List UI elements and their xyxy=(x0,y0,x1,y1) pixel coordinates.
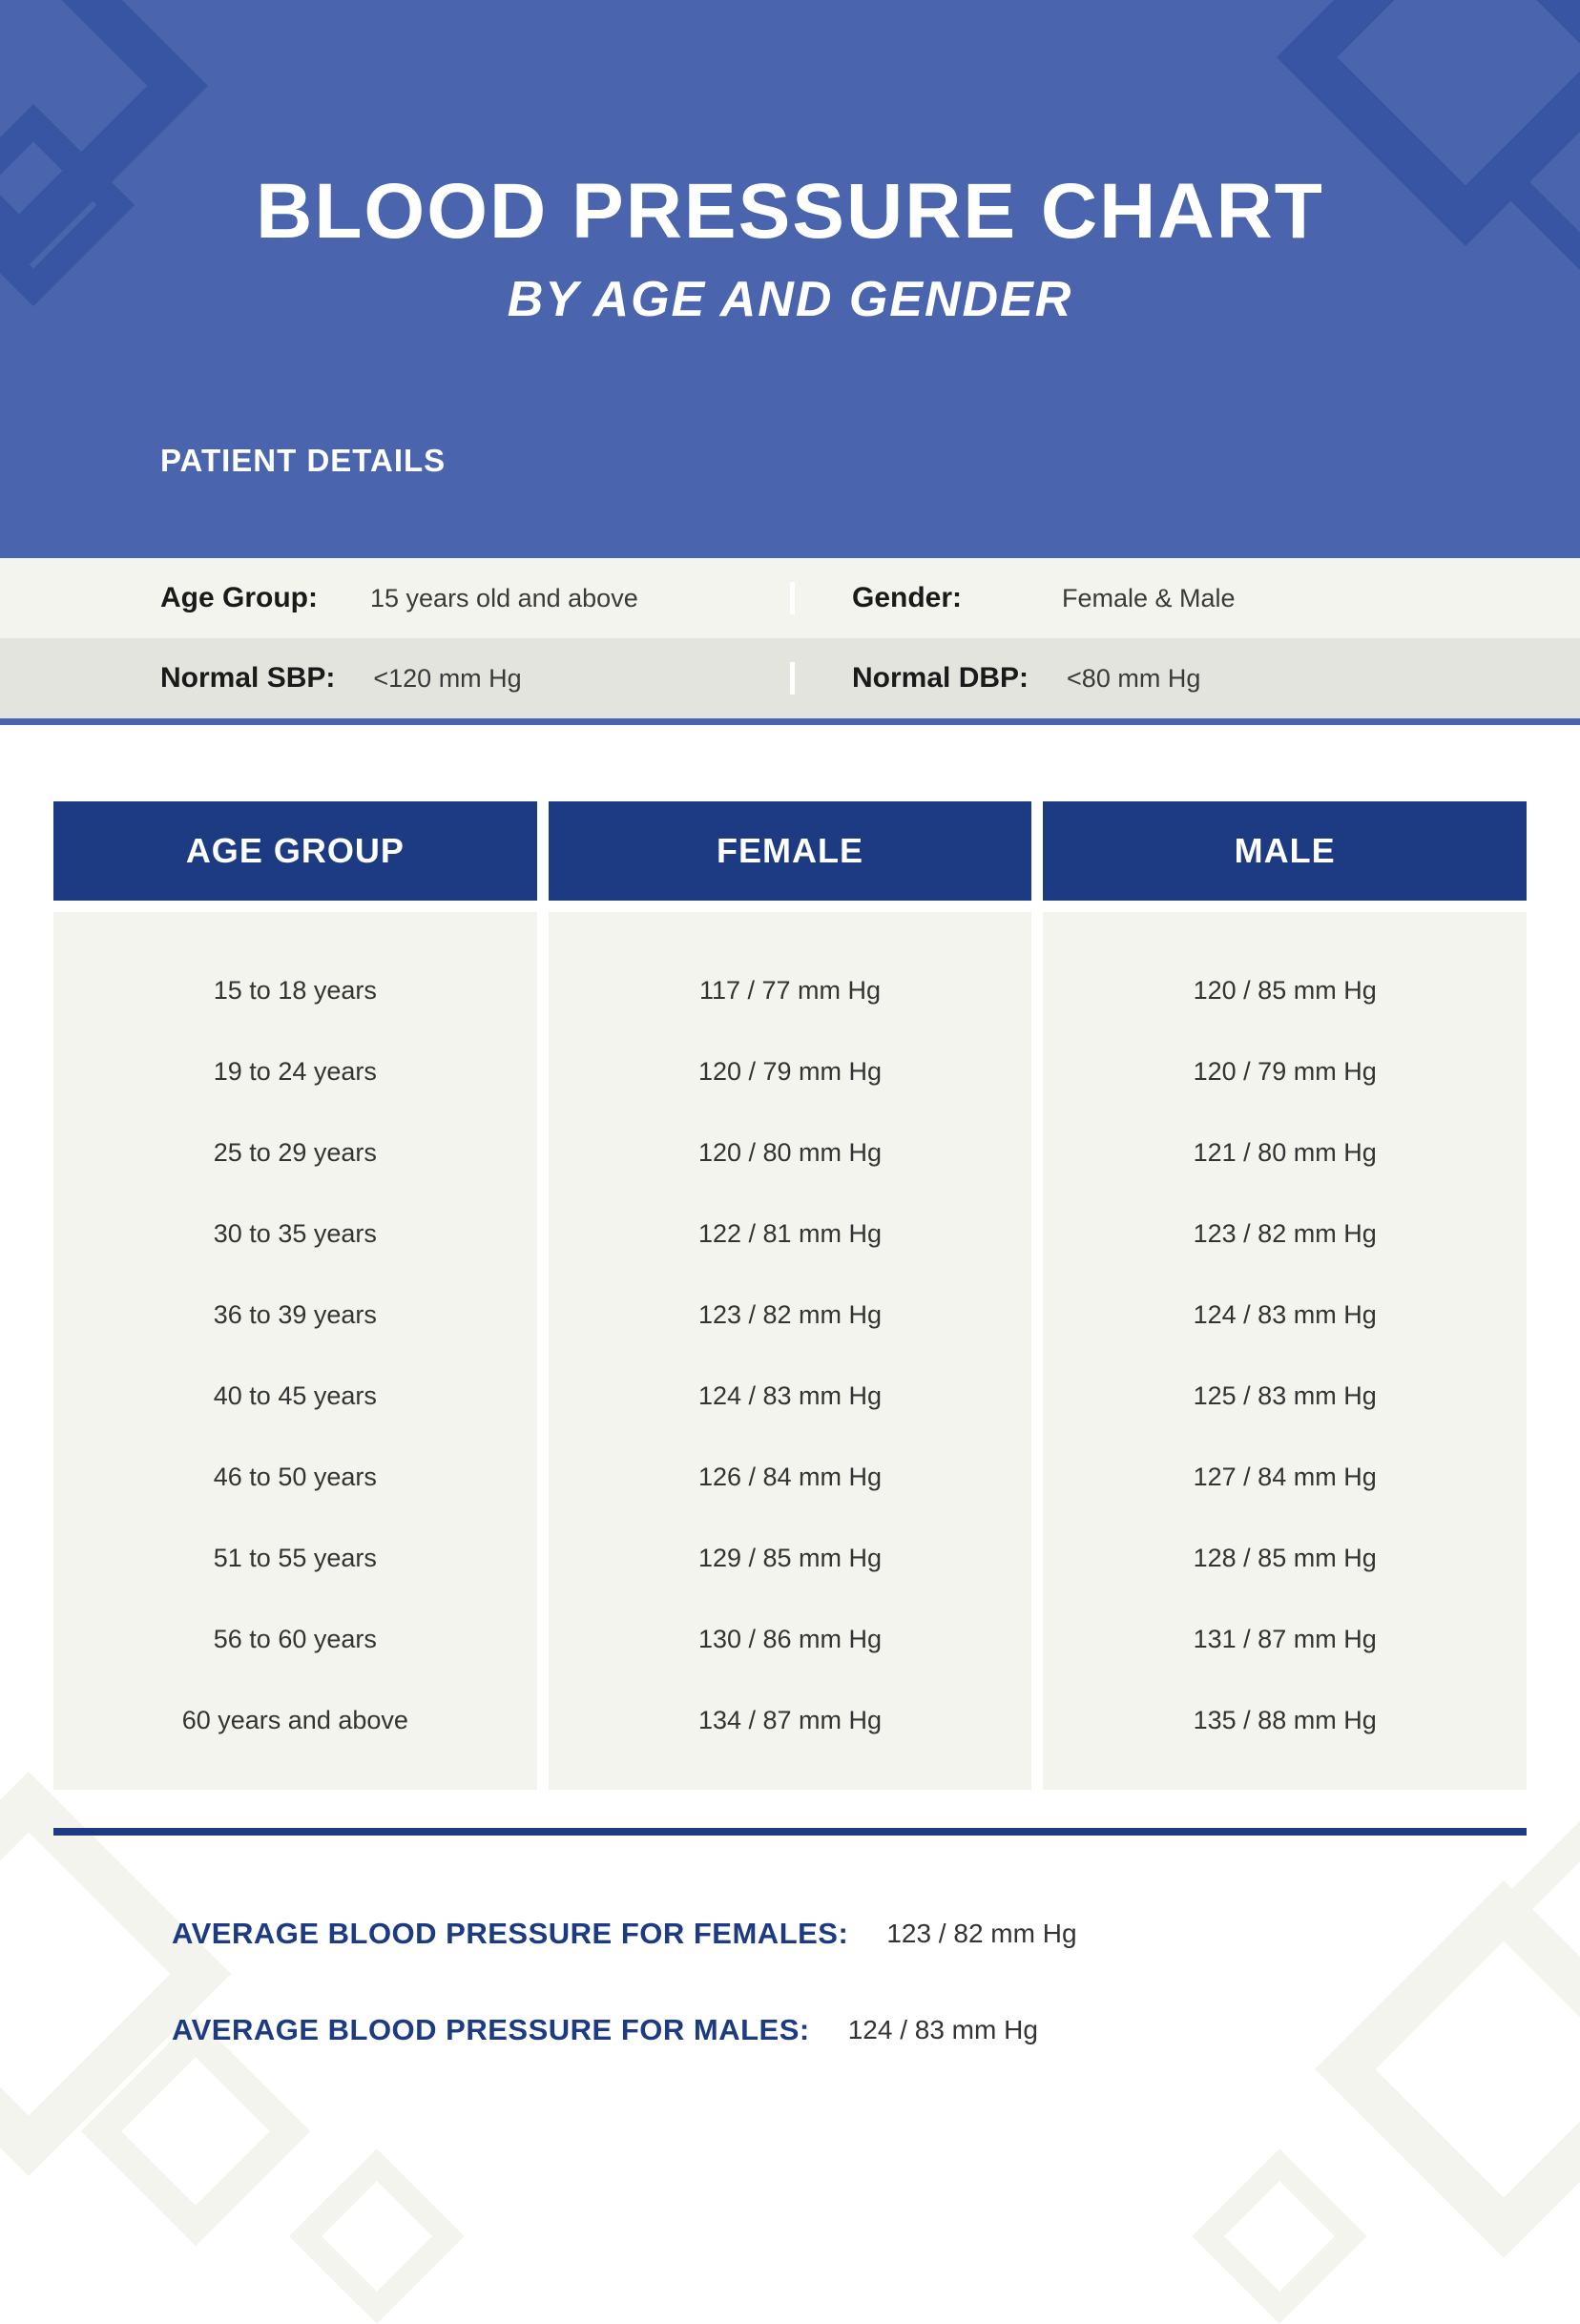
detail-cell: Normal DBP: <80 mm Hg xyxy=(790,662,1580,695)
detail-cell: Normal SBP: <120 mm Hg xyxy=(0,662,790,695)
table-cell: 117 / 77 mm Hg xyxy=(549,950,1032,1031)
table-cell: 19 to 24 years xyxy=(53,1031,537,1112)
col-header-age: AGE GROUP xyxy=(53,801,537,901)
avg-male-value: 124 / 83 mm Hg xyxy=(848,2015,1038,2045)
sbp-value: <120 mm Hg xyxy=(373,664,521,694)
average-row: AVERAGE BLOOD PRESSURE FOR FEMALES: 123 … xyxy=(172,1917,1408,1951)
page-title: BLOOD PRESSURE CHART xyxy=(0,167,1580,257)
table-cell: 40 to 45 years xyxy=(53,1356,537,1437)
table-cell: 56 to 60 years xyxy=(53,1599,537,1680)
gender-label: Gender: xyxy=(852,582,1024,614)
dbp-label: Normal DBP: xyxy=(852,662,1029,695)
avg-male-label: AVERAGE BLOOD PRESSURE FOR MALES: xyxy=(172,2013,810,2047)
table-column-male: 120 / 85 mm Hg 120 / 79 mm Hg 121 / 80 m… xyxy=(1043,912,1527,1790)
table-column-age: 15 to 18 years 19 to 24 years 25 to 29 y… xyxy=(53,912,537,1790)
averages-section: AVERAGE BLOOD PRESSURE FOR FEMALES: 123 … xyxy=(0,1836,1580,2047)
bp-table-section: AGE GROUP FEMALE MALE 15 to 18 years 19 … xyxy=(0,725,1580,1836)
table-cell: 15 to 18 years xyxy=(53,950,537,1031)
table-body: 15 to 18 years 19 to 24 years 25 to 29 y… xyxy=(53,912,1527,1836)
decoration-diamond xyxy=(1192,2148,1367,2324)
decoration-diamond xyxy=(81,2017,310,2246)
patient-details-label: PATIENT DETAILS xyxy=(160,443,1580,479)
gender-value: Female & Male xyxy=(1062,584,1236,613)
detail-cell: Age Group: 15 years old and above xyxy=(0,582,790,614)
table-cell: 129 / 85 mm Hg xyxy=(549,1518,1032,1599)
table-cell: 60 years and above xyxy=(53,1680,537,1761)
table-cell: 135 / 88 mm Hg xyxy=(1043,1680,1527,1761)
decoration-diamond xyxy=(289,2148,465,2324)
average-row: AVERAGE BLOOD PRESSURE FOR MALES: 124 / … xyxy=(172,2013,1408,2047)
table-cell: 126 / 84 mm Hg xyxy=(549,1437,1032,1518)
table-cell: 30 to 35 years xyxy=(53,1193,537,1275)
table-cell: 120 / 80 mm Hg xyxy=(549,1112,1032,1193)
table-cell: 127 / 84 mm Hg xyxy=(1043,1437,1527,1518)
col-header-female: FEMALE xyxy=(549,801,1032,901)
table-cell: 125 / 83 mm Hg xyxy=(1043,1356,1527,1437)
table-cell: 25 to 29 years xyxy=(53,1112,537,1193)
table-cell: 122 / 81 mm Hg xyxy=(549,1193,1032,1275)
detail-row: Normal SBP: <120 mm Hg Normal DBP: <80 m… xyxy=(0,638,1580,718)
table-cell: 120 / 79 mm Hg xyxy=(1043,1031,1527,1112)
patient-details-section: Age Group: 15 years old and above Gender… xyxy=(0,558,1580,725)
table-cell: 131 / 87 mm Hg xyxy=(1043,1599,1527,1680)
table-cell: 120 / 79 mm Hg xyxy=(549,1031,1032,1112)
table-cell: 128 / 85 mm Hg xyxy=(1043,1518,1527,1599)
table-cell: 51 to 55 years xyxy=(53,1518,537,1599)
detail-row: Age Group: 15 years old and above Gender… xyxy=(0,558,1580,638)
col-header-male: MALE xyxy=(1043,801,1527,901)
table-header-row: AGE GROUP FEMALE MALE xyxy=(53,801,1527,901)
table-column-female: 117 / 77 mm Hg 120 / 79 mm Hg 120 / 80 m… xyxy=(549,912,1032,1790)
table-cell: 134 / 87 mm Hg xyxy=(549,1680,1032,1761)
age-group-label: Age Group: xyxy=(160,582,332,614)
dbp-value: <80 mm Hg xyxy=(1067,664,1200,694)
table-cell: 123 / 82 mm Hg xyxy=(1043,1193,1527,1275)
table-cell: 124 / 83 mm Hg xyxy=(549,1356,1032,1437)
table-cell: 124 / 83 mm Hg xyxy=(1043,1275,1527,1356)
table-cell: 120 / 85 mm Hg xyxy=(1043,950,1527,1031)
table-cell: 121 / 80 mm Hg xyxy=(1043,1112,1527,1193)
age-group-value: 15 years old and above xyxy=(370,584,638,613)
detail-cell: Gender: Female & Male xyxy=(790,582,1580,614)
avg-female-label: AVERAGE BLOOD PRESSURE FOR FEMALES: xyxy=(172,1917,848,1951)
page-subtitle: BY AGE AND GENDER xyxy=(0,271,1580,328)
table-cell: 130 / 86 mm Hg xyxy=(549,1599,1032,1680)
header-section: BLOOD PRESSURE CHART BY AGE AND GENDER P… xyxy=(0,0,1580,558)
table-cell: 36 to 39 years xyxy=(53,1275,537,1356)
avg-female-value: 123 / 82 mm Hg xyxy=(886,1919,1076,1949)
sbp-label: Normal SBP: xyxy=(160,662,335,695)
table-cell: 46 to 50 years xyxy=(53,1437,537,1518)
table-cell: 123 / 82 mm Hg xyxy=(549,1275,1032,1356)
